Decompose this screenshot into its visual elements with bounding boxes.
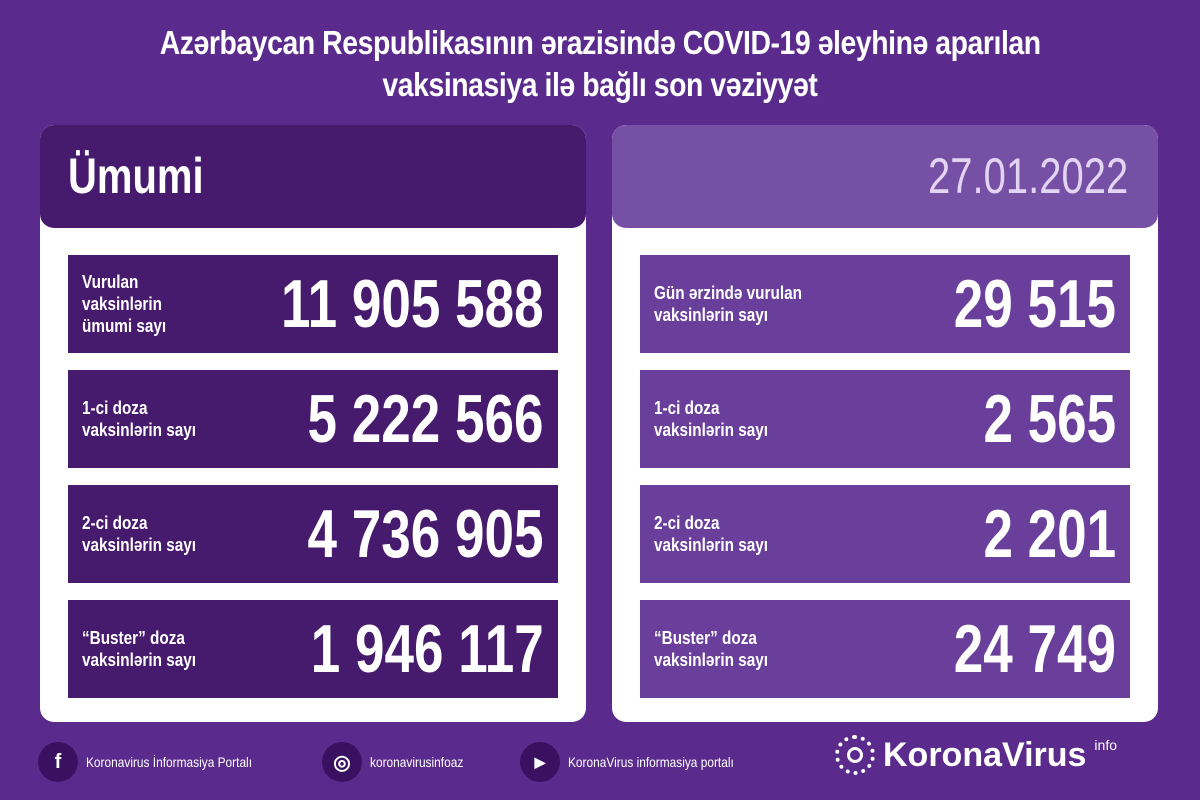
- sun-icon: [835, 735, 875, 775]
- stat-value: 11 905 588: [281, 266, 544, 342]
- stat-row: 1-ci doza vaksinlərin sayı 2 565: [640, 370, 1130, 468]
- stat-row: 1-ci doza vaksinlərin sayı 5 222 566: [68, 370, 558, 468]
- stat-label: “Buster” doza vaksinlərin sayı: [82, 628, 196, 670]
- stat-row: Vurulan vaksinlərin ümumi sayı 11 905 588: [68, 255, 558, 353]
- koronavirus-logo: KoronaVirus info: [835, 735, 1117, 775]
- youtube-label: KoronaVirus informasiya portalı: [568, 754, 734, 770]
- stat-label: “Buster” doza vaksinlərin sayı: [654, 628, 768, 670]
- stat-label: 2-ci doza vaksinlərin sayı: [654, 513, 768, 555]
- stat-value: 24 749: [953, 611, 1116, 687]
- stat-label: Gün ərzində vurulan vaksinlərin sayı: [654, 283, 802, 325]
- stat-label: Vurulan vaksinlərin ümumi sayı: [82, 272, 167, 336]
- title-line-2: vaksinasiya ilə bağlı son vəziyyət: [382, 66, 818, 103]
- total-card: Ümumi Vurulan vaksinlərin ümumi sayı 11 9…: [40, 125, 586, 722]
- facebook-label: Koronavirus İnformasiya Portalı: [86, 754, 253, 770]
- footer: f Koronavirus İnformasiya Portalı ◎ korona…: [0, 742, 1200, 786]
- stat-row: 2-ci doza vaksinlərin sayı 4 736 905: [68, 485, 558, 583]
- title-line-1: Azərbaycan Respublikasının ərazisində CO…: [159, 24, 1041, 61]
- stat-value: 2 201: [983, 496, 1116, 572]
- daily-header: 27.01.2022: [612, 125, 1158, 228]
- daily-card: 27.01.2022 Gün ərzində vurulan vaksinlər…: [612, 125, 1158, 722]
- page-title: Azərbaycan Respublikasının ərazisində CO…: [0, 22, 1200, 106]
- stat-row: 2-ci doza vaksinlərin sayı 2 201: [640, 485, 1130, 583]
- facebook-icon: f: [38, 742, 78, 782]
- stat-label: 2-ci doza vaksinlərin sayı: [82, 513, 196, 555]
- stat-row: “Buster” doza vaksinlərin sayı 24 749: [640, 600, 1130, 698]
- stat-value: 5 222 566: [308, 381, 544, 457]
- instagram-icon: ◎: [322, 742, 362, 782]
- stat-value: 29 515: [953, 266, 1116, 342]
- date-label: 27.01.2022: [927, 148, 1128, 204]
- stat-label: 1-ci doza vaksinlərin sayı: [82, 398, 196, 440]
- facebook-link[interactable]: f Koronavirus İnformasiya Portalı: [38, 742, 281, 782]
- instagram-label: koronavirusinfoaz: [370, 754, 464, 770]
- logo-sup: info: [1094, 737, 1117, 753]
- total-heading: Ümumi: [68, 148, 204, 204]
- stat-value: 2 565: [983, 381, 1116, 457]
- stat-label: 1-ci doza vaksinlərin sayı: [654, 398, 768, 440]
- instagram-link[interactable]: ◎ koronavirusinfoaz: [322, 742, 480, 782]
- youtube-icon: ▶: [520, 742, 560, 782]
- stat-value: 1 946 117: [310, 611, 544, 687]
- stat-row: Gün ərzində vurulan vaksinlərin sayı 29 5…: [640, 255, 1130, 353]
- logo-name: KoronaVirus: [883, 735, 1087, 774]
- youtube-link[interactable]: ▶ KoronaVirus informasiya portalı: [520, 742, 763, 782]
- total-header: Ümumi: [40, 125, 586, 228]
- stat-row: “Buster” doza vaksinlərin sayı 1 946 117: [68, 600, 558, 698]
- stat-value: 4 736 905: [308, 496, 544, 572]
